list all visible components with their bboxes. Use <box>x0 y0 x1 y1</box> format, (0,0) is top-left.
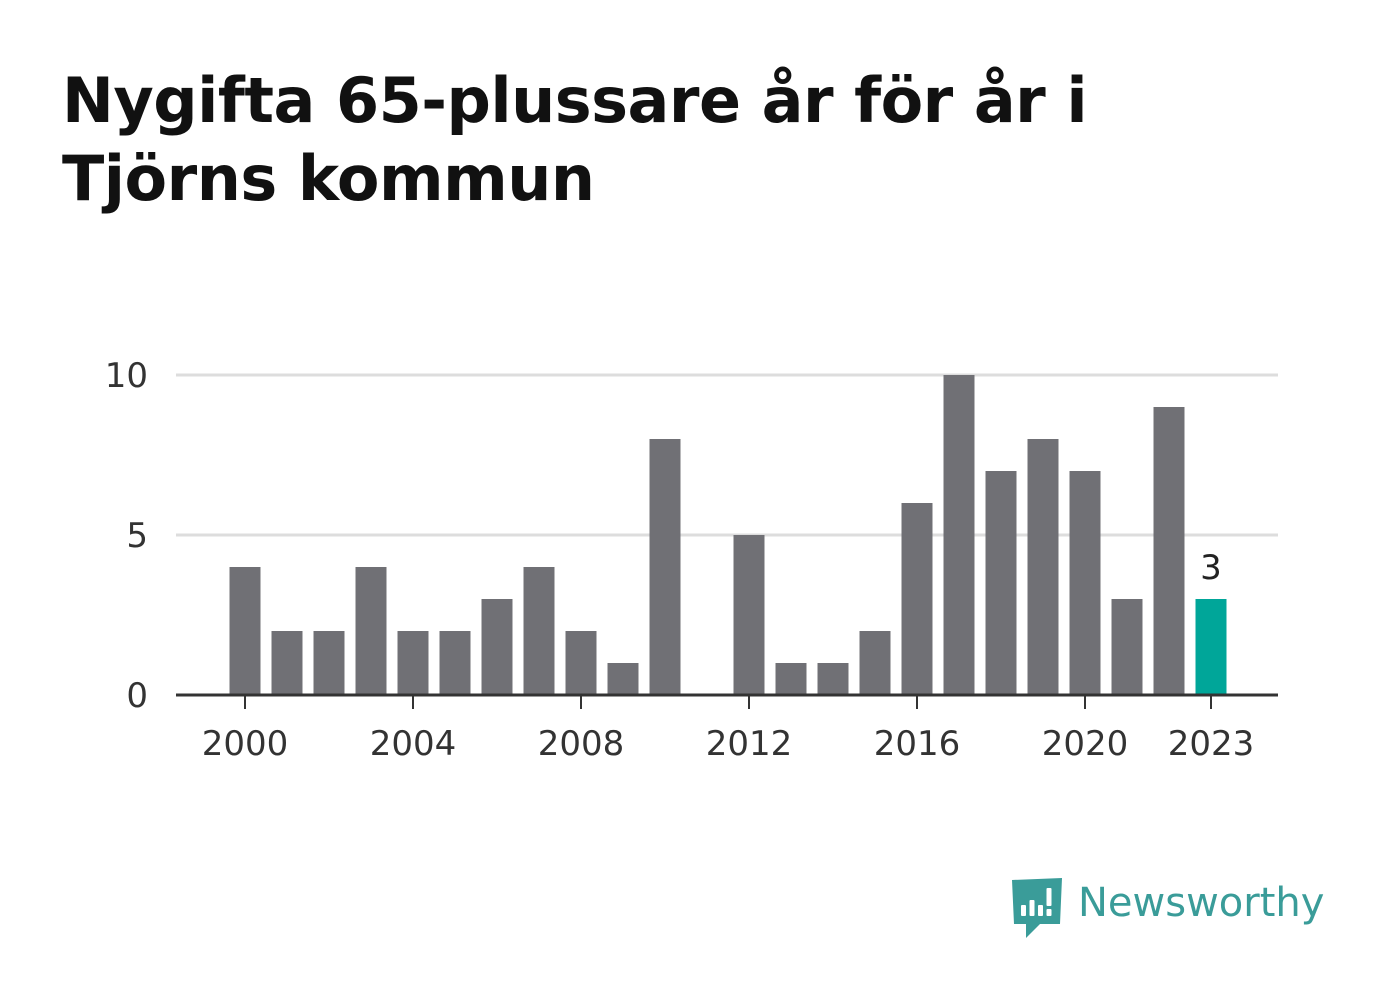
x-tick-label-2020: 2020 <box>1042 724 1129 764</box>
brand-name: Newsworthy <box>1078 880 1325 926</box>
bar-2007 <box>523 567 555 695</box>
newsworthy-logo: Newsworthy <box>1012 878 1324 940</box>
bar-2008 <box>565 631 597 695</box>
x-tick-label-2000: 2000 <box>202 724 289 764</box>
labels: 0 5 10 2000 2004 2008 2012 2016 2020 2023 3 <box>105 356 1255 764</box>
data-label-2023: 3 <box>1200 548 1222 588</box>
bar-2015 <box>859 631 891 695</box>
bar-2003 <box>355 567 387 695</box>
bar-2009 <box>607 663 639 695</box>
chart-title: Nygifta 65-plussare år för år i Tjörns k… <box>62 64 1088 215</box>
bar-2006 <box>481 599 513 695</box>
bar-2014 <box>817 663 849 695</box>
bar-2021 <box>1111 599 1143 695</box>
bar-2013 <box>775 663 807 695</box>
bar-2023 <box>1195 599 1227 695</box>
bar-2012 <box>733 535 765 695</box>
x-tick-label-2016: 2016 <box>874 724 961 764</box>
bar-chart-speech-bubble-icon <box>1012 878 1062 938</box>
bar-2020 <box>1069 471 1101 695</box>
bar-2022 <box>1153 407 1185 695</box>
bar-2019 <box>1027 439 1059 695</box>
bars <box>229 375 1227 695</box>
bar-2005 <box>439 631 471 695</box>
x-tick-label-2023: 2023 <box>1168 724 1255 764</box>
bar-2000 <box>229 567 261 695</box>
bar-2010 <box>649 439 681 695</box>
x-tick-label-2008: 2008 <box>538 724 625 764</box>
x-tick-label-2012: 2012 <box>706 724 793 764</box>
y-tick-label-5: 5 <box>126 516 148 556</box>
bar-2004 <box>397 631 429 695</box>
x-tick-label-2004: 2004 <box>370 724 457 764</box>
bar-2018 <box>985 471 1017 695</box>
y-tick-label-10: 10 <box>105 356 148 396</box>
grid-lines <box>176 373 1278 537</box>
bar-2002 <box>313 631 345 695</box>
axes <box>176 693 1278 709</box>
y-tick-label-0: 0 <box>126 676 148 716</box>
bar-2016 <box>901 503 933 695</box>
bar-2017 <box>943 375 975 695</box>
bar-2001 <box>271 631 303 695</box>
